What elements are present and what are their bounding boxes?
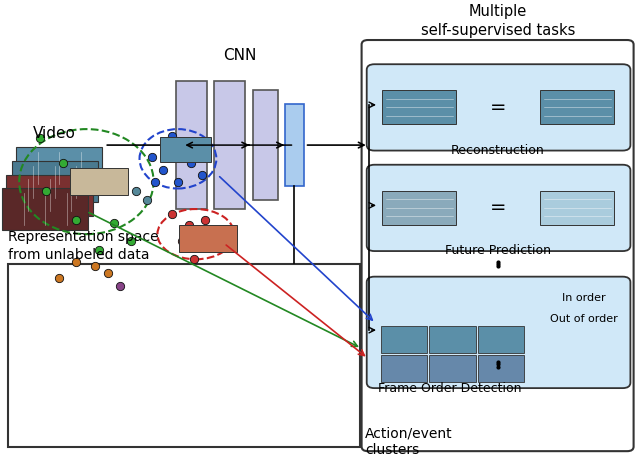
Text: Video: Video [33,127,76,141]
Bar [2,189,88,229]
Bar [540,191,614,225]
Text: Reconstruction: Reconstruction [451,144,545,157]
Bar [12,161,98,202]
Bar [160,137,211,162]
Bar [540,90,614,124]
Bar [381,327,427,353]
Text: =: = [490,198,506,217]
FancyBboxPatch shape [367,64,630,151]
Text: Frame Order Detection: Frame Order Detection [378,382,521,395]
Text: Future Prediction: Future Prediction [445,244,551,257]
Bar [16,147,102,189]
Text: In order: In order [562,293,605,303]
Bar [214,81,245,209]
Text: Representation space
from unlabeled data: Representation space from unlabeled data [8,230,158,262]
Bar [383,90,456,124]
FancyBboxPatch shape [367,277,630,388]
Text: CNN: CNN [223,48,257,63]
Text: Out of order: Out of order [550,314,618,324]
Text: =: = [490,98,506,117]
Bar [429,355,476,382]
Bar [478,327,524,353]
Bar [179,225,237,253]
FancyBboxPatch shape [362,40,634,451]
Text: Action/event
clusters: Action/event clusters [365,427,452,456]
Bar [429,327,476,353]
FancyBboxPatch shape [367,165,630,251]
Text: Multiple
self-supervised tasks: Multiple self-supervised tasks [420,4,575,38]
Bar [8,264,360,447]
Bar [6,175,93,216]
Bar [381,355,427,382]
Bar [285,104,304,186]
Bar [176,81,207,209]
Bar [70,168,128,195]
Bar [253,90,278,200]
Bar [383,191,456,225]
Bar [478,355,524,382]
